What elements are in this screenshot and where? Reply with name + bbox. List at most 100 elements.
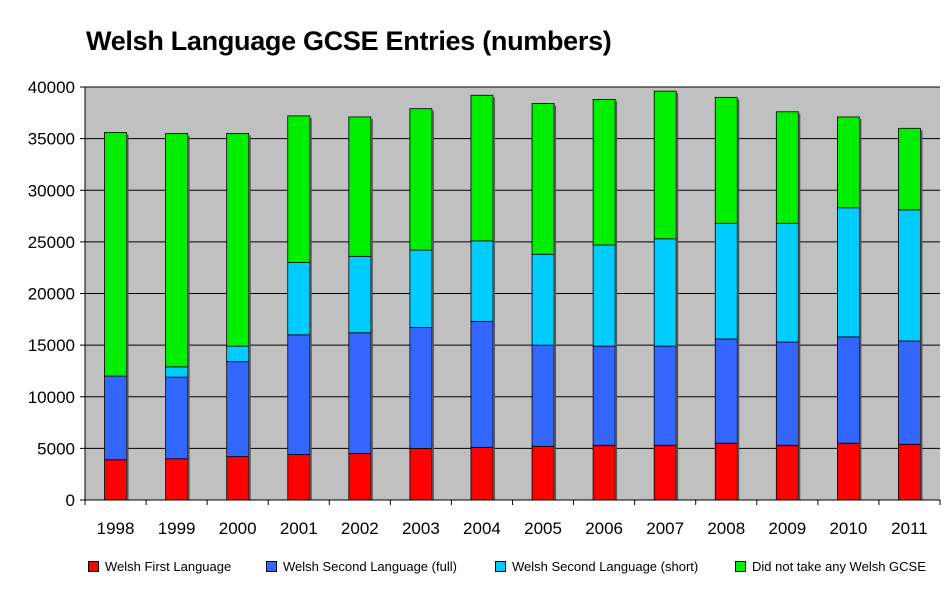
bar-segment xyxy=(714,222,738,340)
bar-segment xyxy=(287,262,311,336)
bar-segment xyxy=(714,96,738,224)
legend-item: Welsh First Language xyxy=(88,559,231,574)
bars-group xyxy=(104,90,923,501)
bar-segment xyxy=(653,345,677,446)
bar-shadow xyxy=(615,101,618,500)
bar-segment xyxy=(409,249,433,328)
bar-segment xyxy=(226,456,250,501)
bar-segment xyxy=(287,115,311,263)
bar-segment xyxy=(348,116,372,257)
bar-segment xyxy=(898,209,921,342)
bar-segment xyxy=(470,240,494,322)
bar-segment xyxy=(714,442,738,501)
x-tick-label: 2002 xyxy=(341,519,379,538)
legend-swatch xyxy=(88,561,99,572)
legend-swatch xyxy=(495,561,506,572)
y-tick-label: 20000 xyxy=(28,285,75,304)
bar-shadow xyxy=(370,118,373,500)
bar-segment xyxy=(898,340,921,445)
x-tick-label: 1999 xyxy=(158,519,196,538)
x-tick-label: 2000 xyxy=(219,519,257,538)
x-tick-label: 2010 xyxy=(829,519,867,538)
bar-shadow xyxy=(431,110,434,501)
x-tick-label: 2008 xyxy=(707,519,745,538)
x-tick-label: 2006 xyxy=(585,519,623,538)
bar-segment xyxy=(165,458,189,501)
bar-segment xyxy=(348,332,372,454)
bar-segment xyxy=(104,459,127,501)
bar-segment xyxy=(531,445,555,501)
bar-stack xyxy=(348,116,373,501)
bar-shadow xyxy=(920,130,923,501)
x-tick-label: 2011 xyxy=(891,519,928,538)
bar-segment xyxy=(409,108,433,251)
bar-segment xyxy=(653,238,677,347)
bar-stack xyxy=(165,133,190,501)
bar-segment xyxy=(836,442,860,501)
legend-item: Welsh Second Language (full) xyxy=(266,559,457,574)
bar-stack xyxy=(653,90,679,501)
x-tick-label: 2007 xyxy=(646,519,684,538)
bar-shadow xyxy=(126,134,129,500)
bar-segment xyxy=(226,345,250,363)
legend-label: Did not take any Welsh GCSE xyxy=(752,559,926,574)
bar-shadow xyxy=(676,93,679,500)
bar-segment xyxy=(836,336,860,444)
y-tick-label: 25000 xyxy=(28,233,75,252)
bar-segment xyxy=(775,341,799,446)
bar-shadow xyxy=(309,117,312,500)
x-tick-label: 2004 xyxy=(463,519,501,538)
bar-stack xyxy=(409,108,434,501)
bar-segment xyxy=(165,133,189,368)
legend-label: Welsh First Language xyxy=(105,559,232,574)
bar-segment xyxy=(836,207,860,338)
bar-stack xyxy=(714,96,740,501)
bar-segment xyxy=(287,454,311,501)
bar-shadow xyxy=(187,135,190,500)
bar-segment xyxy=(409,327,433,449)
bar-segment xyxy=(592,98,616,246)
bar-segment xyxy=(898,127,921,211)
legend-swatch xyxy=(266,561,277,572)
y-tick-label: 30000 xyxy=(28,181,75,200)
chart-title: Welsh Language GCSE Entries (numbers) xyxy=(86,26,612,56)
bar-stack xyxy=(287,115,312,501)
bar-segment xyxy=(592,244,616,347)
x-tick-label: 2009 xyxy=(768,519,806,538)
legend-item: Welsh Second Language (short) xyxy=(495,559,698,574)
bar-segment xyxy=(165,366,189,378)
bar-segment xyxy=(470,320,494,448)
bar-stack xyxy=(592,98,618,501)
y-tick-label: 15000 xyxy=(28,336,75,355)
bar-segment xyxy=(226,133,250,347)
legend-item: Did not take any Welsh GCSE xyxy=(735,559,926,574)
bar-shadow xyxy=(737,99,740,500)
x-tick-label: 2003 xyxy=(402,519,440,538)
bar-segment xyxy=(409,447,433,501)
bar-segment xyxy=(348,255,372,334)
bar-segment xyxy=(714,338,738,444)
bar-stack xyxy=(226,133,251,501)
bar-segment xyxy=(653,90,677,240)
bar-segment xyxy=(775,444,799,501)
legend-label: Welsh Second Language (short) xyxy=(512,559,699,574)
axes-group: 0 5000 10000 15000 20000 25000 30000 35000 40000… xyxy=(28,78,941,538)
bar-stack xyxy=(104,132,129,501)
bar-stack xyxy=(836,116,862,501)
bar-segment xyxy=(592,444,616,501)
bar-segment xyxy=(531,253,555,346)
legend-label: Welsh Second Language (full) xyxy=(283,559,457,574)
bar-shadow xyxy=(492,97,495,500)
bar-segment xyxy=(104,375,127,461)
bar-segment xyxy=(226,361,250,458)
y-tick-label: 0 xyxy=(66,491,75,510)
y-tick-label: 10000 xyxy=(28,388,75,407)
bar-segment xyxy=(165,376,189,460)
bar-stack xyxy=(470,94,495,501)
bar-segment xyxy=(531,344,555,447)
bar-segment xyxy=(836,116,860,209)
bar-segment xyxy=(348,453,372,501)
y-tick-label: 5000 xyxy=(37,439,75,458)
bar-segment xyxy=(775,222,799,343)
